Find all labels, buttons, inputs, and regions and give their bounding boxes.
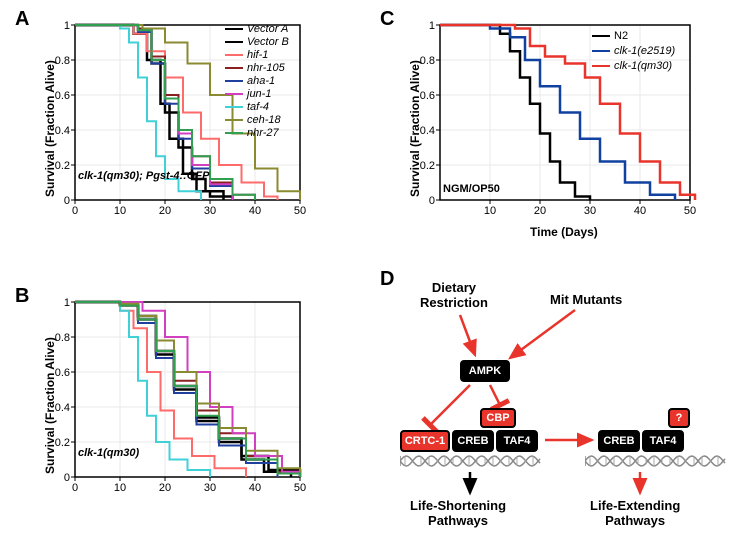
svg-text:20: 20: [534, 205, 546, 217]
legend-item: Vector A: [225, 23, 288, 35]
svg-text:30: 30: [204, 205, 216, 217]
panel-b-label: B: [15, 285, 29, 308]
diagram-text-extend: Life-ExtendingPathways: [590, 498, 680, 528]
diagram-text-dietary: DietaryRestriction: [420, 280, 488, 310]
svg-text:10: 10: [114, 205, 126, 217]
diagram-d: DietaryRestrictionMit MutantsAMPKCRTC-1C…: [420, 280, 720, 530]
svg-text:50: 50: [684, 205, 696, 217]
svg-text:0: 0: [64, 195, 70, 207]
legend-item: jun-1: [225, 88, 271, 100]
svg-text:1: 1: [64, 297, 70, 309]
svg-text:0: 0: [72, 205, 78, 217]
legend-item: clk-1(qm30): [592, 60, 672, 72]
diagram-text-mit: Mit Mutants: [550, 292, 622, 307]
svg-text:10: 10: [114, 482, 126, 494]
svg-text:1: 1: [429, 20, 435, 32]
chart-b-ylabel: Survival (Fraction Alive): [43, 314, 57, 474]
diagram-text-shorten: Life-ShorteningPathways: [410, 498, 506, 528]
legend-item: clk-1(e2519): [592, 45, 675, 57]
svg-text:30: 30: [204, 482, 216, 494]
diagram-box-taf4a: TAF4: [496, 430, 538, 452]
chart-a-ylabel: Survival (Fraction Alive): [43, 37, 57, 197]
svg-text:40: 40: [249, 482, 261, 494]
svg-text:40: 40: [634, 205, 646, 217]
svg-text:1: 1: [64, 20, 70, 32]
svg-text:20: 20: [159, 482, 171, 494]
diagram-box-taf4b: TAF4: [642, 430, 684, 452]
legend-item: N2: [592, 30, 628, 42]
diagram-box-cbp: CBP: [480, 408, 516, 428]
svg-text:50: 50: [294, 205, 306, 217]
svg-text:10: 10: [484, 205, 496, 217]
diagram-box-crtc1: CRTC-1: [400, 430, 450, 452]
legend-item: Vector B: [225, 36, 289, 48]
legend-item: nhr-27: [225, 127, 279, 139]
svg-text:50: 50: [294, 482, 306, 494]
chart-c-inset: NGM/OP50: [443, 183, 500, 195]
chart-c-xlabel: Time (Days): [530, 225, 598, 239]
dna-helix: [400, 452, 545, 470]
legend-item: taf-4: [225, 101, 269, 113]
legend-item: aha-1: [225, 75, 275, 87]
svg-text:20: 20: [159, 205, 171, 217]
panel-d-label: D: [380, 268, 394, 291]
chart-c-ylabel: Survival (Fraction Alive): [408, 37, 422, 197]
diagram-box-creb2: CREB: [598, 430, 640, 452]
panel-a-label: A: [15, 8, 29, 31]
dna-helix: [585, 452, 730, 470]
chart-a-inset: clk-1(qm30); Pgst-4::GFP: [78, 170, 209, 182]
diagram-box-creb1: CREB: [452, 430, 494, 452]
legend-item: nhr-105: [225, 62, 285, 74]
svg-text:0: 0: [64, 472, 70, 484]
chart-b: 0102030405000.20.40.60.81: [40, 292, 320, 502]
legend-item: hif-1: [225, 49, 268, 61]
panel-c-label: C: [380, 8, 394, 31]
svg-text:0: 0: [72, 482, 78, 494]
chart-b-inset: clk-1(qm30): [78, 447, 139, 459]
legend-item: ceh-18: [225, 114, 281, 126]
svg-text:0: 0: [429, 195, 435, 207]
svg-text:30: 30: [584, 205, 596, 217]
svg-text:40: 40: [249, 205, 261, 217]
diagram-box-ampk: AMPK: [460, 360, 510, 382]
diagram-box-q: ?: [668, 408, 690, 428]
